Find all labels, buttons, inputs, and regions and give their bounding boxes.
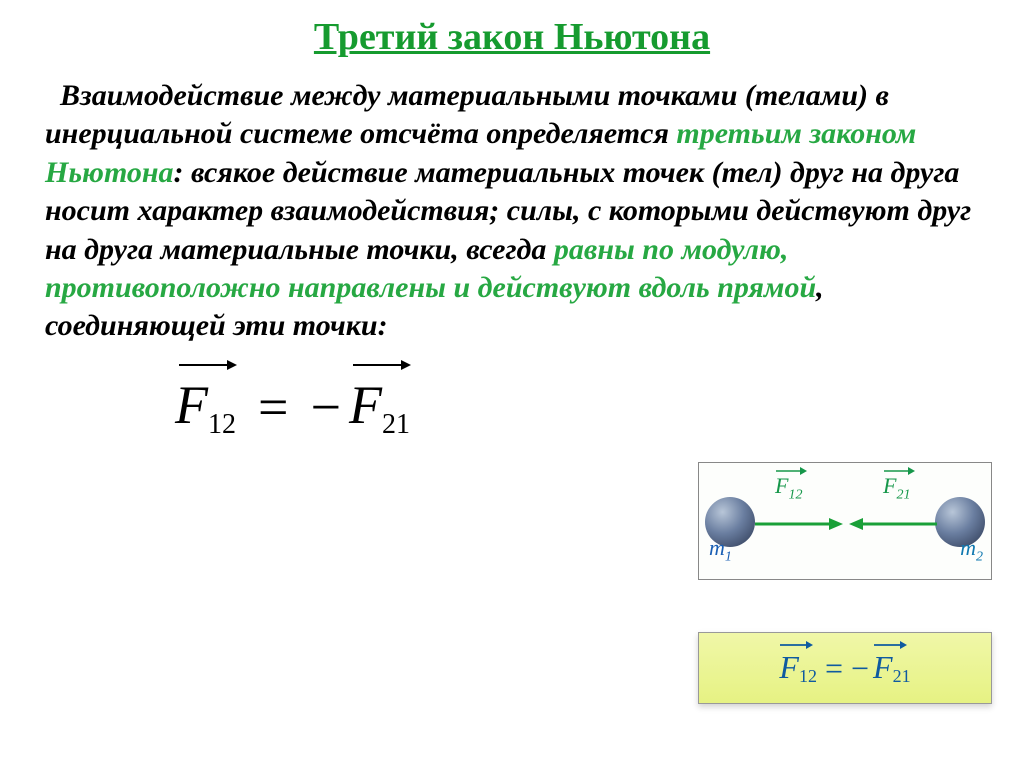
m1-sub: 1 <box>725 549 732 564</box>
f12-sub: 12 <box>788 487 802 502</box>
force-label-f12: F12 <box>775 473 802 503</box>
slide-title: Третий закон Ньютона <box>45 15 979 59</box>
text-p1b: : всякое действие материальных точек (те… <box>45 156 971 266</box>
formula-box: F12 = − F21 <box>698 632 992 704</box>
vector-arrow-icon <box>779 639 813 649</box>
fb-lhs-sub: 12 <box>799 666 817 686</box>
f12-var: F <box>775 473 788 498</box>
fb-rhs: F21 <box>873 649 911 687</box>
m1-var: m <box>709 535 725 560</box>
fb-lhs: F12 <box>779 649 817 687</box>
vector-arrow-icon <box>883 465 915 475</box>
rhs-sub: 21 <box>382 409 410 440</box>
vector-arrow-icon <box>873 639 907 649</box>
m2-sub: 2 <box>976 549 983 564</box>
body-paragraph: Взаимодействие между материальными точка… <box>45 77 979 346</box>
equals-sign: = <box>258 376 288 438</box>
vector-arrow-icon <box>351 356 411 370</box>
fb-lhs-var: F <box>779 649 799 685</box>
force-label-f21: F21 <box>883 473 910 503</box>
force-diagram: m1 m2 F12 F21 <box>698 462 992 580</box>
vector-arrow-icon <box>177 356 237 370</box>
force-arrows-icon <box>753 515 939 533</box>
mass-label-2: m2 <box>960 535 983 565</box>
formula-rhs: F21 <box>349 374 410 441</box>
main-formula: F12 = − F21 <box>175 374 979 441</box>
minus-sign: − <box>310 376 340 438</box>
vector-arrow-icon <box>775 465 807 475</box>
formula-lhs: F12 <box>175 374 236 441</box>
m2-var: m <box>960 535 976 560</box>
lhs-sub: 12 <box>208 409 236 440</box>
mass-label-1: m1 <box>709 535 732 565</box>
fb-eq: = <box>825 650 843 687</box>
f21-sub: 21 <box>896 487 910 502</box>
lhs-var: F <box>175 375 208 435</box>
fb-minus: − <box>851 650 869 687</box>
fb-rhs-var: F <box>873 649 893 685</box>
rhs-var: F <box>349 375 382 435</box>
f21-var: F <box>883 473 896 498</box>
fb-rhs-sub: 21 <box>893 666 911 686</box>
